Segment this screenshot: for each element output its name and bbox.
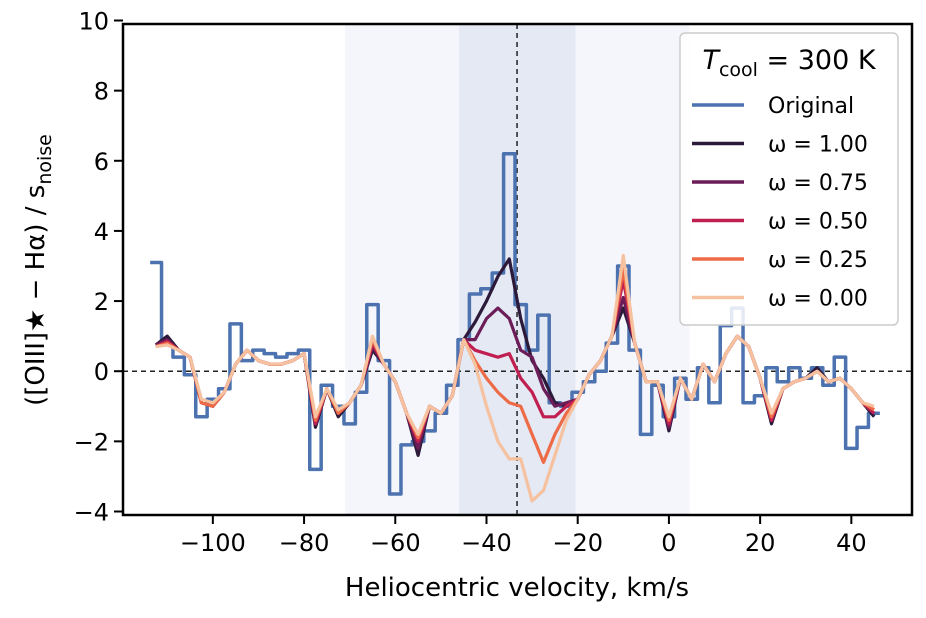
series-line — [155, 253, 875, 503]
legend-title-sub: cool — [719, 59, 758, 81]
y-axis-label-sub: noise — [34, 134, 56, 185]
y-tick-label: 0 — [94, 358, 109, 386]
legend-label: ω = 0.25 — [768, 248, 868, 273]
x-tick-label: −40 — [461, 529, 512, 557]
axes-frame — [121, 22, 914, 517]
x-tick-label: 40 — [836, 529, 867, 557]
y-tick-label: −4 — [74, 498, 109, 526]
y-axis-label-main: ([OIII]★ − Hα) / s — [21, 185, 51, 406]
legend-label: ω = 0.50 — [768, 210, 868, 235]
legend-title-rest: = 300 K — [758, 45, 877, 76]
y-tick-label: 8 — [94, 78, 109, 106]
legend-title: Tcool = 300 K — [702, 45, 876, 81]
y-tick-label: 6 — [94, 148, 109, 176]
legend-title-var: T — [702, 45, 721, 76]
x-tick-label: −100 — [180, 529, 246, 557]
x-axis-label: Heliocentric velocity, km/s — [345, 573, 689, 603]
legend-label: Original — [768, 94, 854, 119]
y-tick-label: −2 — [74, 428, 109, 456]
x-tick-label: −60 — [370, 529, 421, 557]
y-axis-label: ([OIII]★ − Hα) / snoise — [21, 134, 56, 406]
series-line — [150, 152, 880, 496]
y-tick-label: 4 — [94, 218, 109, 246]
legend-label: ω = 1.00 — [768, 133, 868, 158]
y-tick-label: 2 — [94, 288, 109, 316]
x-tick-label: −20 — [552, 529, 603, 557]
x-tick-label: −80 — [279, 529, 330, 557]
legend-label: ω = 0.00 — [768, 287, 868, 312]
legend-label: ω = 0.75 — [768, 171, 868, 196]
x-tick-label: 0 — [661, 529, 676, 557]
x-tick-label: 20 — [745, 529, 776, 557]
y-tick-label: 10 — [78, 7, 109, 35]
